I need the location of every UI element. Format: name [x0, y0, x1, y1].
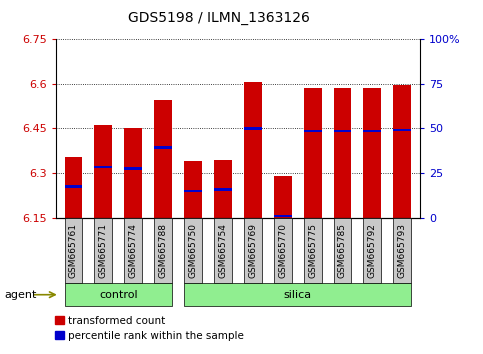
Bar	[65, 185, 83, 188]
Text: GSM665793: GSM665793	[398, 223, 407, 278]
Text: GSM665774: GSM665774	[129, 223, 138, 278]
Bar	[154, 147, 172, 149]
Text: GSM665761: GSM665761	[69, 223, 78, 278]
Bar	[244, 127, 262, 130]
Bar	[154, 100, 172, 218]
Bar	[393, 85, 411, 218]
Bar	[363, 130, 382, 132]
Text: GSM665750: GSM665750	[188, 223, 198, 278]
Bar	[124, 167, 142, 170]
Bar	[274, 215, 292, 217]
Bar	[334, 130, 352, 132]
Text: GSM665770: GSM665770	[278, 223, 287, 278]
Text: control: control	[99, 290, 138, 300]
Legend: transformed count, percentile rank within the sample: transformed count, percentile rank withi…	[51, 312, 248, 345]
Bar	[393, 129, 411, 131]
Bar	[124, 129, 142, 218]
Text: GSM665792: GSM665792	[368, 223, 377, 278]
Text: GSM665785: GSM665785	[338, 223, 347, 278]
Bar	[214, 188, 232, 190]
Bar	[304, 88, 322, 218]
Bar	[94, 166, 113, 168]
Text: GSM665754: GSM665754	[218, 223, 227, 278]
Text: GSM665771: GSM665771	[99, 223, 108, 278]
Bar	[214, 160, 232, 218]
Bar	[184, 190, 202, 192]
Text: agent: agent	[5, 290, 37, 300]
Bar	[184, 161, 202, 218]
Text: silica: silica	[284, 290, 312, 300]
Bar	[244, 82, 262, 218]
Bar	[334, 88, 352, 218]
Text: GDS5198 / ILMN_1363126: GDS5198 / ILMN_1363126	[128, 11, 310, 25]
Text: GSM665775: GSM665775	[308, 223, 317, 278]
Bar	[274, 176, 292, 218]
Text: GSM665769: GSM665769	[248, 223, 257, 278]
Bar	[94, 125, 113, 218]
Bar	[65, 156, 83, 218]
Text: GSM665788: GSM665788	[158, 223, 168, 278]
Bar	[363, 88, 382, 218]
Bar	[304, 130, 322, 132]
